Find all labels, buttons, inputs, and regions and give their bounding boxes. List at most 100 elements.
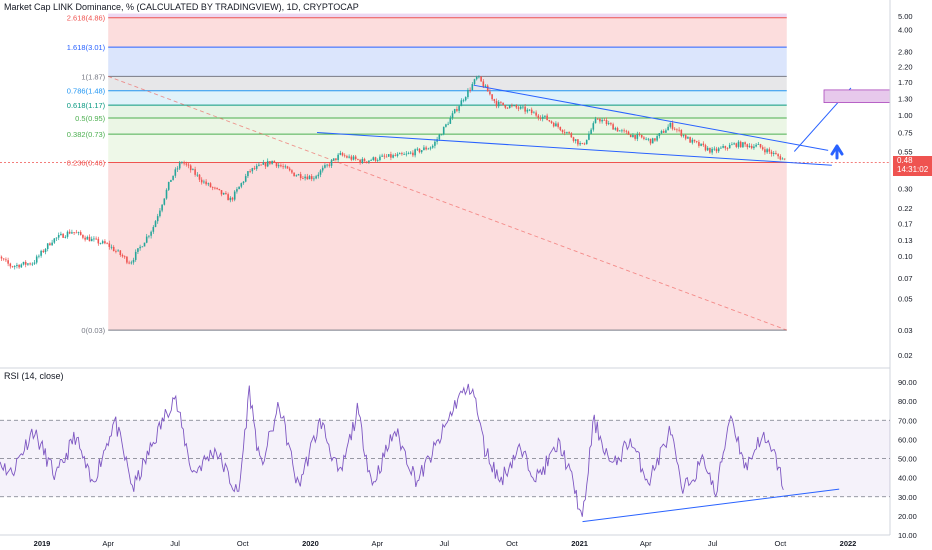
candle-body xyxy=(161,204,163,211)
candle-body xyxy=(731,144,733,146)
time-axis-tick: Jul xyxy=(170,539,180,548)
candle-body xyxy=(126,256,128,263)
candle-body xyxy=(423,147,425,151)
candle-body xyxy=(713,148,716,150)
candle-body xyxy=(508,105,511,109)
candle-body xyxy=(297,174,300,176)
candle-body xyxy=(73,232,75,234)
up-arrow-icon xyxy=(830,144,844,160)
fib-zone-3 xyxy=(108,76,787,91)
candle-body xyxy=(755,144,757,147)
candle-body xyxy=(568,132,570,134)
candle-body xyxy=(775,153,777,155)
candle-body xyxy=(654,138,656,141)
candle-body xyxy=(401,153,403,155)
time-axis-tick: Apr xyxy=(102,539,114,548)
candle-body xyxy=(20,264,23,268)
candle-body xyxy=(581,143,584,144)
candle-body xyxy=(728,144,731,149)
candle-body xyxy=(764,149,766,153)
candle-body xyxy=(484,85,487,88)
time-axis-tick: Apr xyxy=(640,539,652,548)
candle-body xyxy=(702,143,705,146)
candle-body xyxy=(407,153,410,154)
candle-body xyxy=(280,165,282,167)
candle-body xyxy=(90,238,93,242)
candle-body xyxy=(27,263,29,265)
candle-body xyxy=(31,263,34,265)
candle-body xyxy=(396,154,399,156)
candle-body xyxy=(711,148,713,153)
candle-body xyxy=(640,134,643,138)
candle-body xyxy=(467,89,469,98)
candle-body xyxy=(119,250,122,255)
candle-body xyxy=(110,246,113,248)
rsi-axis-tick: 20.00 xyxy=(898,512,917,521)
candle-body xyxy=(425,147,427,150)
candle-body xyxy=(585,139,588,145)
candle-body xyxy=(282,166,284,168)
candle-body xyxy=(227,194,229,201)
last-price-value: 0.48 xyxy=(897,156,913,165)
candle-body xyxy=(570,133,573,138)
candle-body xyxy=(506,107,509,109)
candle-body xyxy=(233,191,236,200)
fib-zone-2 xyxy=(108,47,787,77)
candle-body xyxy=(704,145,707,151)
candle-body xyxy=(154,221,157,228)
candle-body xyxy=(218,188,221,191)
candle-body xyxy=(482,81,485,88)
candle-body xyxy=(403,154,405,155)
candle-body xyxy=(104,241,106,244)
candle-body xyxy=(93,238,95,240)
time-axis-tick: Jul xyxy=(708,539,718,548)
candle-body xyxy=(412,152,414,156)
candle-body xyxy=(779,156,782,160)
candle-body xyxy=(383,155,386,157)
candle-body xyxy=(519,106,522,109)
candle-body xyxy=(632,135,634,138)
candle-body xyxy=(385,156,388,158)
candle-body xyxy=(238,186,240,190)
candle-body xyxy=(66,231,69,237)
candle-body xyxy=(57,235,60,238)
candle-body xyxy=(170,179,172,182)
candle-body xyxy=(117,250,119,252)
candle-body xyxy=(255,165,258,169)
rsi-title: RSI (14, close) xyxy=(4,371,64,381)
candle-body xyxy=(75,232,78,234)
candle-body xyxy=(156,216,159,222)
candle-body xyxy=(29,263,31,265)
candle-body xyxy=(440,134,443,136)
candle-body xyxy=(112,246,115,252)
candle-body xyxy=(244,176,247,182)
fib-level-label: 1.618(3.01) xyxy=(67,43,106,52)
candle-body xyxy=(165,189,168,199)
candle-body xyxy=(271,160,273,164)
candle-body xyxy=(414,149,416,156)
candle-body xyxy=(315,176,317,179)
candle-body xyxy=(473,79,476,85)
price-axis-tick: 0.07 xyxy=(898,274,913,283)
candle-body xyxy=(643,137,645,139)
candle-body xyxy=(321,167,324,171)
candle-body xyxy=(64,236,67,238)
candle-body xyxy=(387,154,390,157)
price-axis-tick: 0.02 xyxy=(898,351,913,360)
candle-body xyxy=(588,133,590,140)
candle-body xyxy=(330,160,333,166)
candle-body xyxy=(420,150,423,153)
candle-body xyxy=(60,233,62,236)
candle-body xyxy=(33,262,36,264)
candle-body xyxy=(607,123,610,125)
candle-body xyxy=(18,264,20,268)
candle-body xyxy=(706,147,709,151)
candle-body xyxy=(302,178,304,179)
candle-body xyxy=(363,158,366,162)
candle-body xyxy=(493,99,496,101)
candle-body xyxy=(616,128,619,132)
candle-body xyxy=(500,101,502,103)
candle-body xyxy=(770,151,773,155)
candle-body xyxy=(559,126,562,131)
